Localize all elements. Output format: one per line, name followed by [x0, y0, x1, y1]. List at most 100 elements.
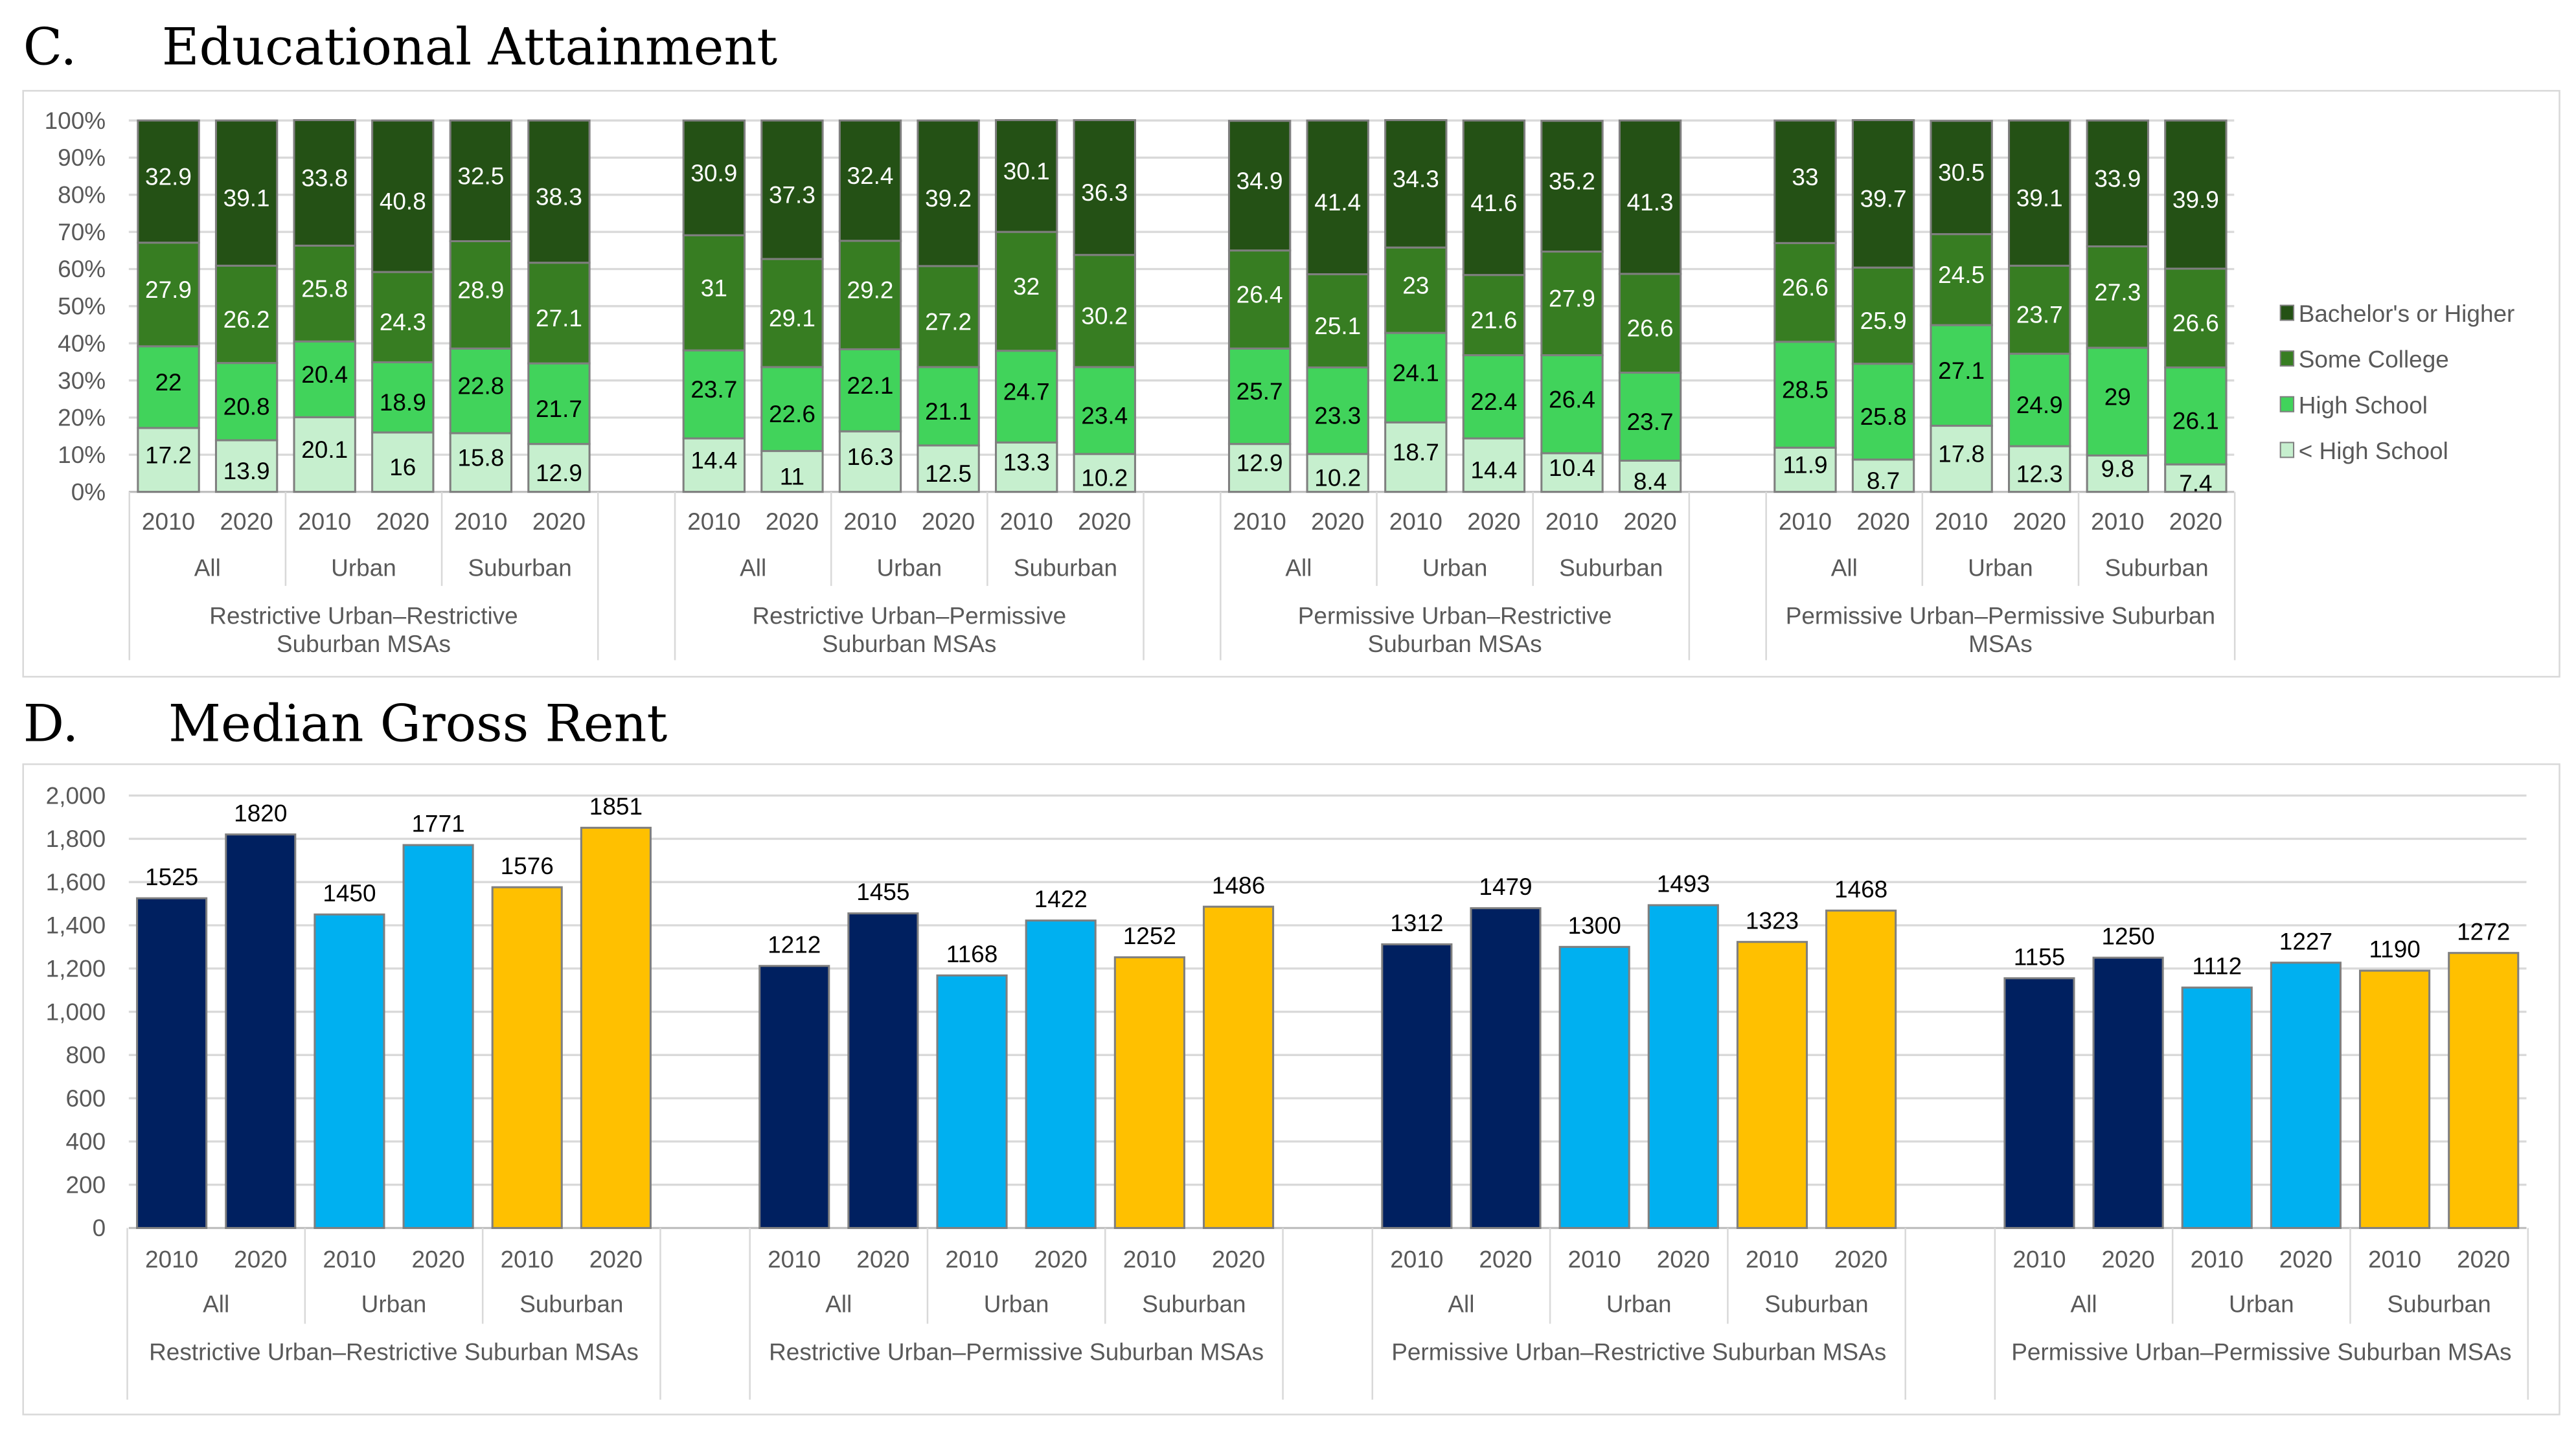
- data-label: 39.1: [223, 185, 270, 212]
- year-label: 2020: [922, 508, 975, 535]
- subgroup-label: Urban: [1606, 1290, 1672, 1317]
- bar: [936, 974, 1008, 1229]
- group-label: Permissive Urban–Restrictive Suburban MS…: [1391, 1338, 1886, 1365]
- year-label: 2010: [1390, 1246, 1443, 1273]
- year-label: 2020: [766, 508, 819, 535]
- year-label: 2020: [376, 508, 429, 535]
- data-label: 22.1: [847, 372, 894, 399]
- y-tick-label: 1,800: [46, 826, 106, 852]
- y-tick-label: 1,200: [46, 956, 106, 982]
- data-label: 12.3: [2016, 461, 2063, 488]
- data-label: 1190: [2369, 936, 2420, 963]
- y-tick-label: 600: [65, 1085, 106, 1112]
- subgroup-label: Urban: [876, 555, 942, 581]
- stacked-bar-segment: [2086, 119, 2149, 248]
- y-tick-label: 70%: [58, 219, 106, 245]
- data-label: 22: [155, 369, 181, 396]
- data-label: 7.4: [2179, 470, 2212, 497]
- year-label: 2010: [843, 508, 896, 535]
- data-label: 1486: [1212, 872, 1265, 899]
- data-label: 27.9: [1549, 286, 1595, 312]
- stacked-bar-segment: [1618, 273, 1682, 374]
- group-label: Restrictive Urban–Permissive Suburban MS…: [769, 1338, 1264, 1365]
- stacked-bar-segment: [1227, 120, 1292, 252]
- data-label: 39.7: [1860, 186, 1907, 212]
- data-label: 1272: [2457, 918, 2510, 945]
- data-label: 15.8: [457, 444, 504, 471]
- year-label: 2010: [2012, 1246, 2066, 1273]
- subgroup-label: All: [825, 1290, 852, 1317]
- median-gross-rent-chart: D. Median Gross Rent 0 200 400 600 800 1,000 1,2…: [22, 694, 2560, 1415]
- data-label: 22.4: [1470, 389, 1517, 415]
- data-label: 37.3: [769, 181, 815, 208]
- data-label: 33.9: [2094, 165, 2141, 192]
- data-label: 31: [701, 275, 727, 301]
- data-label: 27.2: [925, 308, 972, 335]
- data-label: 21.6: [1470, 307, 1517, 333]
- data-label: 1227: [2279, 928, 2332, 954]
- data-label: 20.4: [301, 361, 348, 388]
- y-tick-label: 1,400: [46, 912, 106, 939]
- year-label: 2020: [2102, 1246, 2155, 1273]
- stacked-bar-segment: [371, 271, 435, 363]
- subgroup-label: Suburban: [2388, 1290, 2491, 1317]
- chart-title: Median Gross Rent: [168, 694, 668, 754]
- bar: [758, 965, 830, 1230]
- data-label: 12.9: [536, 460, 582, 486]
- legend-label: High School: [2299, 392, 2428, 418]
- stacked-bar-segment: [2008, 352, 2071, 447]
- year-label: 2010: [298, 508, 351, 535]
- year-label: 2010: [1000, 508, 1053, 535]
- stacked-bar-segment: [838, 348, 902, 433]
- stacked-bar-segment: [527, 443, 591, 493]
- stacked-bar-segment: [1540, 120, 1604, 253]
- stacked-bar-segment: [371, 431, 435, 493]
- stacked-bar-segment: [1384, 118, 1448, 249]
- bar: [1647, 904, 1719, 1229]
- stacked-bar-segment: [1773, 119, 1837, 244]
- data-label: 32.4: [847, 163, 894, 189]
- data-label: 24.7: [1003, 379, 1050, 405]
- stacked-bar-segment: [682, 349, 746, 440]
- data-label: 1479: [1479, 873, 1532, 900]
- bar: [2270, 962, 2342, 1229]
- stacked-bar-segment: [214, 439, 279, 493]
- bar: [2092, 956, 2164, 1229]
- year-label: 2010: [768, 1246, 821, 1273]
- data-label: 1112: [2192, 953, 2242, 980]
- panel-letter: D.: [23, 694, 79, 754]
- data-label: 26.6: [1782, 275, 1829, 301]
- data-label: 33.8: [301, 165, 348, 192]
- bar: [491, 886, 563, 1229]
- panel-letter: C.: [23, 17, 77, 76]
- data-label: 26.4: [1237, 282, 1283, 308]
- y-tick-label: 50%: [58, 293, 106, 320]
- data-label: 36.3: [1081, 179, 1128, 206]
- bar: [402, 844, 474, 1229]
- subgroup-label: Urban: [2229, 1290, 2294, 1317]
- stacked-bar-segment: [1930, 424, 1993, 493]
- stacked-bar-segment: [2164, 267, 2228, 369]
- bar: [580, 826, 652, 1230]
- data-label: 18.9: [380, 389, 426, 416]
- subgroup-label: All: [2070, 1290, 2097, 1317]
- stacked-bar-segment: [917, 265, 980, 368]
- year-label: 2020: [1623, 508, 1676, 535]
- y-tick-label: 80%: [58, 182, 106, 208]
- year-label: 2020: [1078, 508, 1131, 535]
- stacked-bar-segment: [760, 449, 824, 493]
- data-label: 1155: [2014, 943, 2065, 970]
- y-tick-label: 0: [93, 1215, 106, 1241]
- year-label: 2020: [1657, 1246, 1710, 1273]
- data-label: 24.3: [380, 309, 426, 335]
- data-label: 21.1: [925, 398, 972, 425]
- stacked-bar-segment: [527, 119, 591, 264]
- stacked-bar-segment: [1773, 341, 1837, 449]
- stacked-bar-segment: [1930, 120, 1993, 236]
- year-label: 2010: [1746, 1246, 1799, 1273]
- stacked-bar-segment: [137, 345, 200, 429]
- data-label: 1851: [589, 793, 643, 820]
- subgroup-label: Urban: [361, 1290, 427, 1317]
- subgroup-label: Urban: [1968, 555, 2033, 581]
- year-label: 2020: [532, 508, 586, 535]
